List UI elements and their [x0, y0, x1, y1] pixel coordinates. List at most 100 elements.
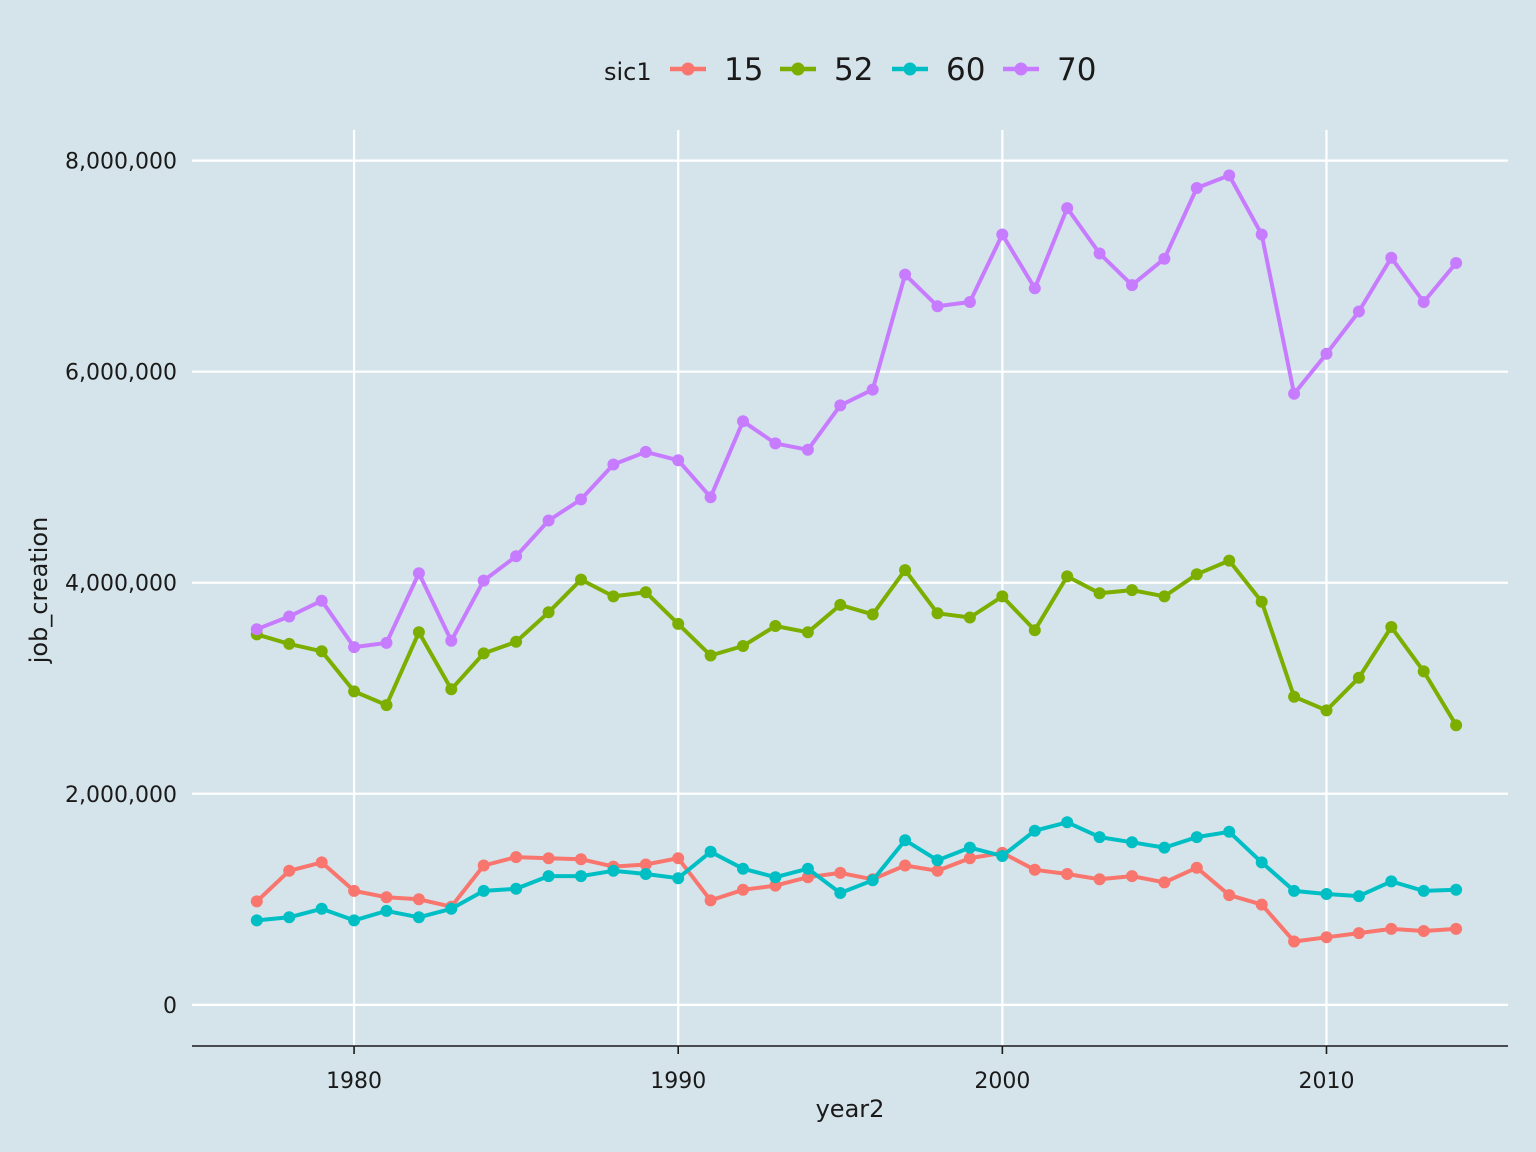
legend-label: 60	[946, 52, 985, 88]
series-line-70	[254, 173, 1459, 650]
data-point	[1255, 595, 1268, 608]
data-point	[1255, 228, 1268, 241]
x-tick-label: 2000	[974, 1069, 1030, 1094]
data-point	[607, 590, 620, 603]
data-point	[1093, 247, 1106, 260]
data-point	[672, 617, 685, 630]
data-point	[283, 610, 296, 623]
legend-key-point	[1014, 62, 1028, 76]
data-point	[283, 637, 296, 650]
data-point	[575, 493, 587, 506]
data-point	[737, 862, 749, 875]
data-point	[1352, 671, 1365, 684]
data-point	[1190, 182, 1203, 194]
data-point	[672, 872, 685, 885]
data-point	[380, 891, 393, 904]
data-point	[1223, 889, 1236, 902]
x-tick-label: 2010	[1298, 1069, 1354, 1094]
data-point	[834, 887, 847, 899]
data-point	[412, 567, 425, 580]
data-point	[1061, 868, 1074, 880]
legend-label: 52	[834, 52, 873, 88]
data-point	[704, 491, 717, 504]
series-60	[250, 816, 1463, 927]
data-point	[899, 859, 912, 872]
data-point	[380, 904, 393, 917]
data-point	[412, 893, 425, 906]
data-point	[899, 268, 912, 281]
legend-key-point	[791, 62, 805, 76]
data-point	[412, 626, 425, 639]
data-point	[704, 894, 717, 907]
x-axis: 1980 1990 2000 2010	[326, 1046, 1354, 1094]
data-point	[737, 883, 749, 896]
data-point	[412, 911, 425, 924]
data-point	[1255, 898, 1268, 911]
data-point	[1450, 719, 1463, 732]
data-point	[801, 862, 814, 875]
data-point	[639, 586, 652, 599]
data-point	[1417, 884, 1430, 897]
legend-item-52: 52	[780, 52, 873, 88]
data-point	[1028, 282, 1041, 295]
legend-label: 70	[1057, 52, 1096, 88]
plot-series	[250, 169, 1463, 948]
data-point	[250, 914, 263, 927]
data-point	[1190, 568, 1203, 581]
data-point	[1385, 621, 1398, 633]
data-point	[477, 647, 490, 660]
data-point	[1028, 624, 1041, 637]
data-point	[575, 573, 587, 586]
data-point	[1126, 836, 1138, 849]
legend-item-60: 60	[892, 52, 985, 88]
data-point	[1223, 169, 1236, 182]
series-line-52	[254, 558, 1459, 728]
data-point	[931, 864, 944, 877]
legend: sic1 15 52 60 70	[604, 52, 1096, 88]
data-point	[445, 634, 458, 647]
legend-item-70: 70	[1003, 52, 1096, 88]
data-point	[250, 623, 263, 636]
data-point	[639, 445, 652, 458]
y-tick-label: 0	[163, 994, 177, 1019]
data-point	[1320, 888, 1333, 900]
data-point	[672, 454, 685, 467]
data-point	[445, 683, 458, 696]
series-line-15	[254, 850, 1459, 944]
data-point	[737, 415, 749, 428]
data-point	[1385, 875, 1398, 888]
data-point	[769, 437, 782, 450]
data-point	[1061, 816, 1074, 829]
data-point	[1028, 863, 1041, 876]
data-point	[1385, 922, 1398, 935]
data-point	[1450, 257, 1463, 269]
data-point	[834, 598, 847, 611]
data-point	[1352, 927, 1365, 940]
data-point	[963, 852, 976, 865]
data-point	[1223, 554, 1236, 567]
data-point	[348, 685, 361, 698]
data-point	[963, 841, 976, 854]
data-point	[866, 608, 879, 621]
data-point	[801, 871, 814, 884]
data-point	[1352, 305, 1365, 318]
x-tick-label: 1990	[650, 1069, 706, 1094]
data-point	[283, 911, 296, 924]
data-point	[445, 902, 458, 915]
data-point	[1223, 825, 1236, 838]
data-point	[1288, 690, 1301, 703]
legend-label: 15	[724, 52, 763, 88]
data-point	[1093, 831, 1106, 844]
data-point	[1126, 584, 1138, 597]
data-point	[1320, 704, 1333, 717]
data-point	[1061, 202, 1074, 215]
data-point	[996, 850, 1009, 862]
series-15	[250, 846, 1463, 948]
data-point	[1158, 876, 1171, 889]
data-point	[1288, 387, 1301, 400]
data-point	[866, 383, 879, 396]
data-point	[607, 864, 620, 877]
data-point	[1417, 665, 1430, 678]
data-point	[283, 864, 296, 877]
series-52	[250, 554, 1463, 732]
